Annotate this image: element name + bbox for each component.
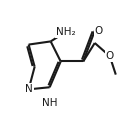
Text: NH₂: NH₂ xyxy=(56,27,75,37)
Text: NH: NH xyxy=(42,98,57,108)
Text: N: N xyxy=(25,84,32,94)
Text: O: O xyxy=(106,51,114,61)
Text: O: O xyxy=(95,26,103,36)
